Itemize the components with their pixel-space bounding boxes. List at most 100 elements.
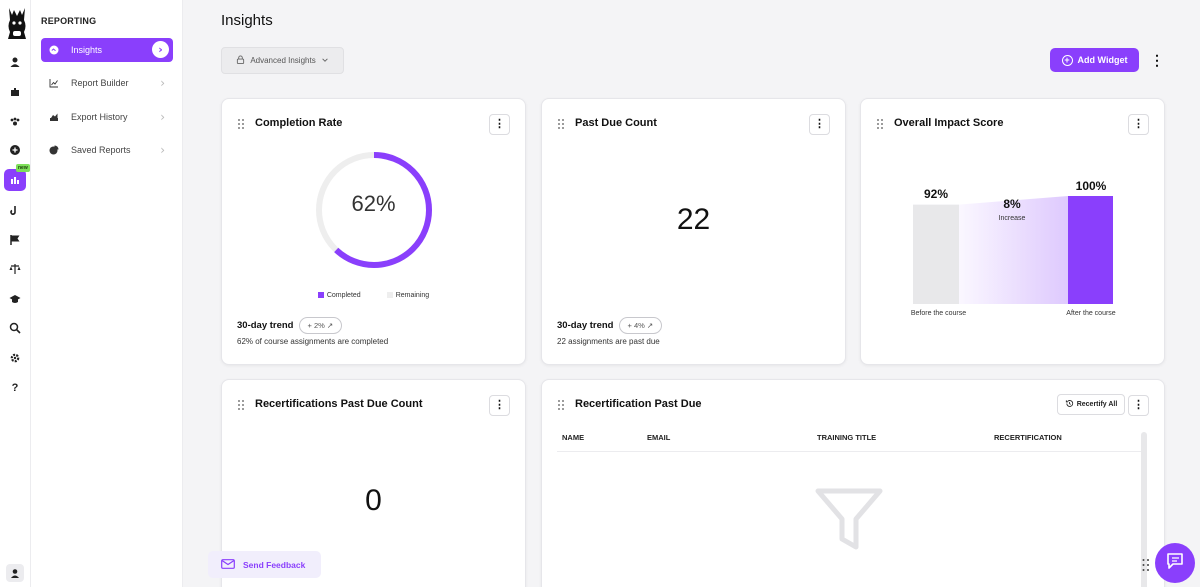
table-scrollbar[interactable]: [1141, 432, 1147, 587]
profile-icon[interactable]: [6, 564, 24, 582]
impact-score-card: Overall Impact Score ⋮ 92% 8% Increase 1…: [860, 98, 1165, 365]
icon-rail: new ?: [0, 0, 31, 587]
legend-swatch: [386, 292, 393, 298]
before-axis-label: Before the course: [910, 310, 967, 317]
recert-count-value: 0: [365, 484, 382, 517]
sidebar-item-export-history[interactable]: Export History ›: [41, 105, 173, 129]
advanced-insights-dropdown[interactable]: Advanced Insights: [221, 47, 344, 74]
hook-icon[interactable]: [6, 202, 24, 220]
completion-donut-chart: [316, 152, 432, 268]
mail-icon: [221, 558, 235, 571]
after-value-label: 100%: [1075, 179, 1107, 193]
card-menu-kebab-icon[interactable]: ⋮: [1128, 395, 1149, 416]
card-title: Past Due Count: [575, 117, 657, 129]
sidebar-item-label: Report Builder: [71, 78, 129, 88]
line-chart-icon: [49, 78, 59, 88]
trend-row: 30-day trend + 2% ↗: [237, 317, 343, 334]
export-icon: [49, 112, 59, 122]
legend-swatch: [317, 292, 324, 298]
legend-item-remaining: Remaining: [386, 292, 430, 299]
chat-icon: [1165, 551, 1185, 576]
completion-percent-value: 62%: [351, 191, 396, 216]
reporting-subnav: REPORTING Insights › Report Builder › Ex…: [31, 0, 183, 587]
card-title: Recertification Past Due: [575, 398, 702, 410]
plus-circle-icon[interactable]: [6, 141, 24, 159]
legend-item-completed: Completed: [317, 292, 361, 299]
card-menu-kebab-icon[interactable]: ⋮: [809, 114, 830, 135]
llama-logo-icon[interactable]: [4, 6, 30, 42]
drag-handle-icon[interactable]: [558, 400, 564, 410]
card-menu-kebab-icon[interactable]: ⋮: [1128, 114, 1149, 135]
card-subtext: 62% of course assignments are completed: [237, 337, 389, 346]
trend-row: 30-day trend + 4% ↗: [557, 317, 663, 334]
page-menu-kebab-icon[interactable]: ⋮: [1150, 52, 1164, 68]
scale-icon[interactable]: [6, 260, 24, 278]
new-badge: new: [16, 164, 30, 172]
sidebar-item-saved-reports[interactable]: Saved Reports ›: [41, 138, 173, 162]
drag-handle-icon[interactable]: [238, 400, 244, 410]
before-course-bar: [913, 204, 959, 304]
card-title: Completion Rate: [255, 117, 343, 129]
trend-label: 30-day trend: [557, 320, 614, 331]
main-content: Insights Advanced Insights + Add Widget …: [184, 0, 1200, 587]
pie-icon: [49, 145, 59, 155]
past-due-count-card: Past Due Count ⋮ 22 30-day trend + 4% ↗ …: [541, 98, 846, 365]
history-icon: [1065, 399, 1074, 410]
chevron-right-icon: ›: [160, 76, 165, 90]
resize-grip-icon[interactable]: [1142, 558, 1150, 572]
sidebar-item-label: Export History: [71, 112, 128, 122]
add-widget-label: Add Widget: [1077, 55, 1128, 65]
drag-handle-icon[interactable]: [238, 119, 244, 129]
chart-legend: Completed Remaining: [222, 292, 525, 299]
chat-support-button[interactable]: [1155, 543, 1195, 583]
chevron-right-icon: ›: [160, 143, 165, 157]
gear-icon[interactable]: [6, 349, 24, 367]
empty-filter-icon: [815, 488, 883, 550]
subnav-heading: REPORTING: [41, 16, 97, 26]
paws-icon[interactable]: [6, 112, 24, 130]
card-menu-kebab-icon[interactable]: ⋮: [489, 114, 510, 135]
trend-label: 30-day trend: [237, 320, 294, 331]
chevron-right-icon: ›: [160, 110, 165, 124]
chevron-right-icon: ›: [152, 41, 169, 58]
flag-icon[interactable]: [6, 231, 24, 249]
chart-icon[interactable]: [4, 169, 26, 191]
past-due-value: 22: [676, 203, 711, 236]
card-title: Overall Impact Score: [894, 117, 1004, 129]
sidebar-item-report-builder[interactable]: Report Builder ›: [41, 71, 173, 95]
card-title: Recertifications Past Due Count: [255, 398, 423, 410]
recertify-all-button[interactable]: Recertify All: [1057, 394, 1125, 415]
completion-rate-card: Completion Rate ⋮ 62% Completed Remainin…: [221, 98, 526, 365]
puzzle-icon[interactable]: [6, 83, 24, 101]
help-icon[interactable]: ?: [6, 378, 24, 396]
svg-text:?: ?: [12, 382, 19, 393]
send-feedback-button[interactable]: Send Feedback: [208, 551, 321, 578]
column-header-recertification[interactable]: RECERTIFICATION: [994, 433, 1062, 442]
drag-handle-icon[interactable]: [877, 119, 883, 129]
add-widget-button[interactable]: + Add Widget: [1050, 48, 1139, 72]
increase-value-label: 8%: [1003, 197, 1021, 211]
graduation-cap-icon[interactable]: [6, 290, 24, 308]
user-icon[interactable]: [6, 53, 24, 71]
card-menu-kebab-icon[interactable]: ⋮: [489, 395, 510, 416]
insights-icon: [49, 45, 59, 55]
impact-chart: [913, 196, 1113, 304]
chevron-down-icon: [321, 56, 329, 66]
impact-increase-band: [959, 196, 1068, 304]
send-feedback-label: Send Feedback: [243, 559, 306, 570]
column-header-name[interactable]: NAME: [562, 433, 585, 442]
recertify-all-label: Recertify All: [1076, 401, 1118, 408]
trend-badge: + 4% ↗: [618, 317, 663, 334]
sidebar-item-label: Insights: [71, 45, 103, 55]
search-icon[interactable]: [6, 319, 24, 337]
column-header-training-title[interactable]: TRAINING TITLE: [817, 433, 877, 442]
after-axis-label: After the course: [1066, 310, 1116, 317]
legend-label: Completed: [326, 292, 361, 299]
lock-icon: [236, 55, 245, 66]
legend-label: Remaining: [395, 292, 430, 299]
column-header-email[interactable]: EMAIL: [647, 433, 671, 442]
page-title: Insights: [221, 12, 273, 29]
drag-handle-icon[interactable]: [558, 119, 564, 129]
before-value-label: 92%: [923, 187, 949, 201]
sidebar-item-insights[interactable]: Insights ›: [41, 38, 173, 62]
